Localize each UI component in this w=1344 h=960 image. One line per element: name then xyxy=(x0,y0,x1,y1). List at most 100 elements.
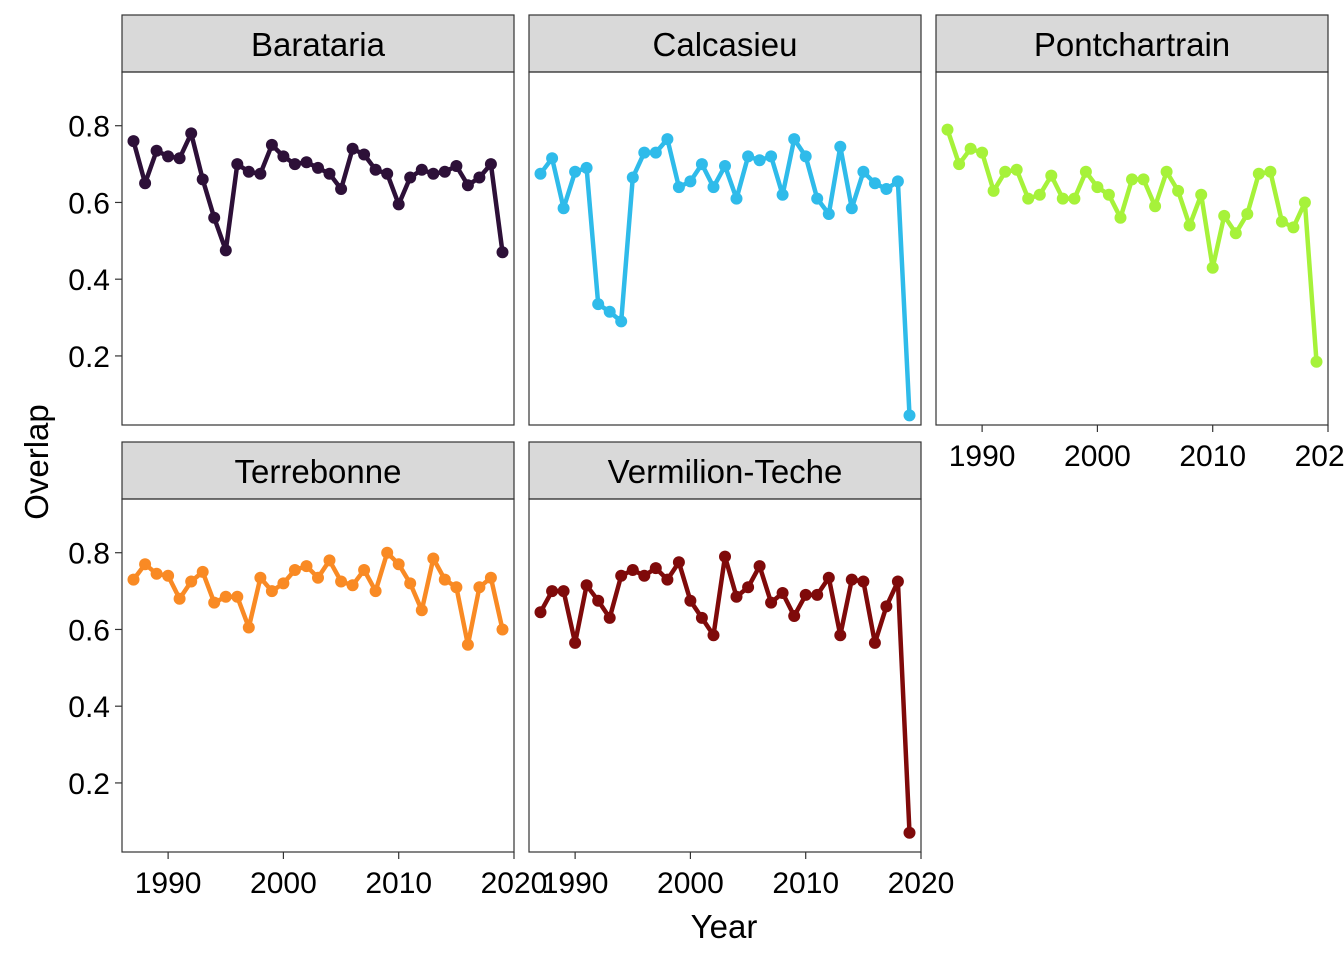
x-tick-label: 2010 xyxy=(1179,440,1246,473)
data-point xyxy=(580,579,593,592)
data-point xyxy=(427,167,440,180)
data-point xyxy=(1206,261,1219,274)
x-tick-label: 2000 xyxy=(1064,440,1131,473)
data-point xyxy=(661,573,674,586)
data-point xyxy=(484,158,497,171)
data-point xyxy=(450,160,463,172)
data-point xyxy=(857,165,870,178)
facet-strip-label: Vermilion-Teche xyxy=(608,453,843,490)
data-point xyxy=(776,188,789,201)
data-point xyxy=(742,150,755,163)
data-point xyxy=(1218,209,1231,222)
data-point xyxy=(496,623,509,636)
data-point xyxy=(484,571,497,584)
x-tick-label: 2020 xyxy=(1295,440,1344,473)
data-point xyxy=(219,590,232,603)
data-point xyxy=(603,611,616,624)
data-point xyxy=(546,152,559,165)
data-point xyxy=(450,581,463,594)
data-point xyxy=(695,158,708,171)
data-point xyxy=(300,156,313,169)
series-line xyxy=(131,131,505,255)
data-point xyxy=(603,305,616,318)
data-point xyxy=(834,140,847,153)
data-point xyxy=(868,636,881,649)
data-point xyxy=(150,144,163,157)
facet-strip-label: Pontchartrain xyxy=(1034,26,1230,63)
y-tick-label: 0.8 xyxy=(68,538,110,571)
data-point xyxy=(707,181,720,194)
data-point xyxy=(903,409,916,422)
data-point xyxy=(753,154,766,167)
data-point xyxy=(941,123,954,136)
data-point xyxy=(219,244,232,257)
data-point xyxy=(615,569,628,582)
facet-strip xyxy=(935,14,1329,73)
data-point xyxy=(369,163,382,176)
data-point xyxy=(1137,173,1150,186)
data-point xyxy=(208,596,221,609)
y-tick-label: 0.8 xyxy=(68,111,110,144)
data-point xyxy=(649,562,662,575)
data-point xyxy=(392,558,405,571)
facet-strip xyxy=(528,441,922,500)
data-point xyxy=(1056,192,1069,205)
data-point xyxy=(127,135,140,148)
data-point xyxy=(1229,227,1242,240)
data-point xyxy=(1033,188,1046,201)
data-point xyxy=(822,208,835,220)
data-point xyxy=(799,150,812,163)
data-point xyxy=(277,150,290,163)
data-point xyxy=(1195,188,1208,201)
data-point xyxy=(323,554,336,567)
data-point xyxy=(788,133,801,146)
plot-border xyxy=(121,71,515,426)
data-point xyxy=(358,564,371,576)
data-point xyxy=(811,588,824,601)
data-point xyxy=(546,585,559,598)
data-point xyxy=(496,246,509,259)
data-point xyxy=(1102,188,1115,201)
facet-strip-label: Terrebonne xyxy=(235,453,402,490)
data-point xyxy=(381,546,394,559)
x-tick-label: 2000 xyxy=(657,867,724,900)
data-point xyxy=(173,592,186,605)
data-point xyxy=(231,590,244,603)
data-point xyxy=(1264,165,1277,178)
y-tick-label: 0.6 xyxy=(68,187,110,220)
data-point xyxy=(415,163,428,176)
series-line xyxy=(131,550,505,648)
data-point xyxy=(1287,221,1300,234)
data-point xyxy=(265,585,278,598)
data-point xyxy=(1045,169,1058,182)
x-tick-label: 2000 xyxy=(250,867,317,900)
data-point xyxy=(346,142,359,155)
data-point xyxy=(1275,215,1288,228)
data-point xyxy=(1252,167,1265,180)
data-point xyxy=(346,579,359,592)
data-point xyxy=(672,181,685,194)
data-point xyxy=(150,567,163,580)
data-point xyxy=(765,596,778,609)
data-point xyxy=(649,146,662,159)
data-point xyxy=(265,138,278,151)
data-point xyxy=(868,177,881,190)
data-point xyxy=(127,573,140,586)
data-point xyxy=(369,585,382,598)
data-point xyxy=(891,175,904,188)
data-point xyxy=(880,183,893,195)
data-point xyxy=(473,581,486,594)
data-point xyxy=(312,161,324,174)
facet-strip-label: Barataria xyxy=(251,26,386,63)
data-point xyxy=(254,167,267,180)
data-point xyxy=(903,826,916,839)
data-point xyxy=(534,606,547,619)
plot-border xyxy=(528,71,922,426)
data-point xyxy=(1241,208,1254,220)
y-tick-label: 0.4 xyxy=(68,691,110,724)
data-point xyxy=(173,152,186,165)
data-point xyxy=(765,150,778,163)
data-point xyxy=(438,165,451,178)
data-point xyxy=(427,552,440,565)
